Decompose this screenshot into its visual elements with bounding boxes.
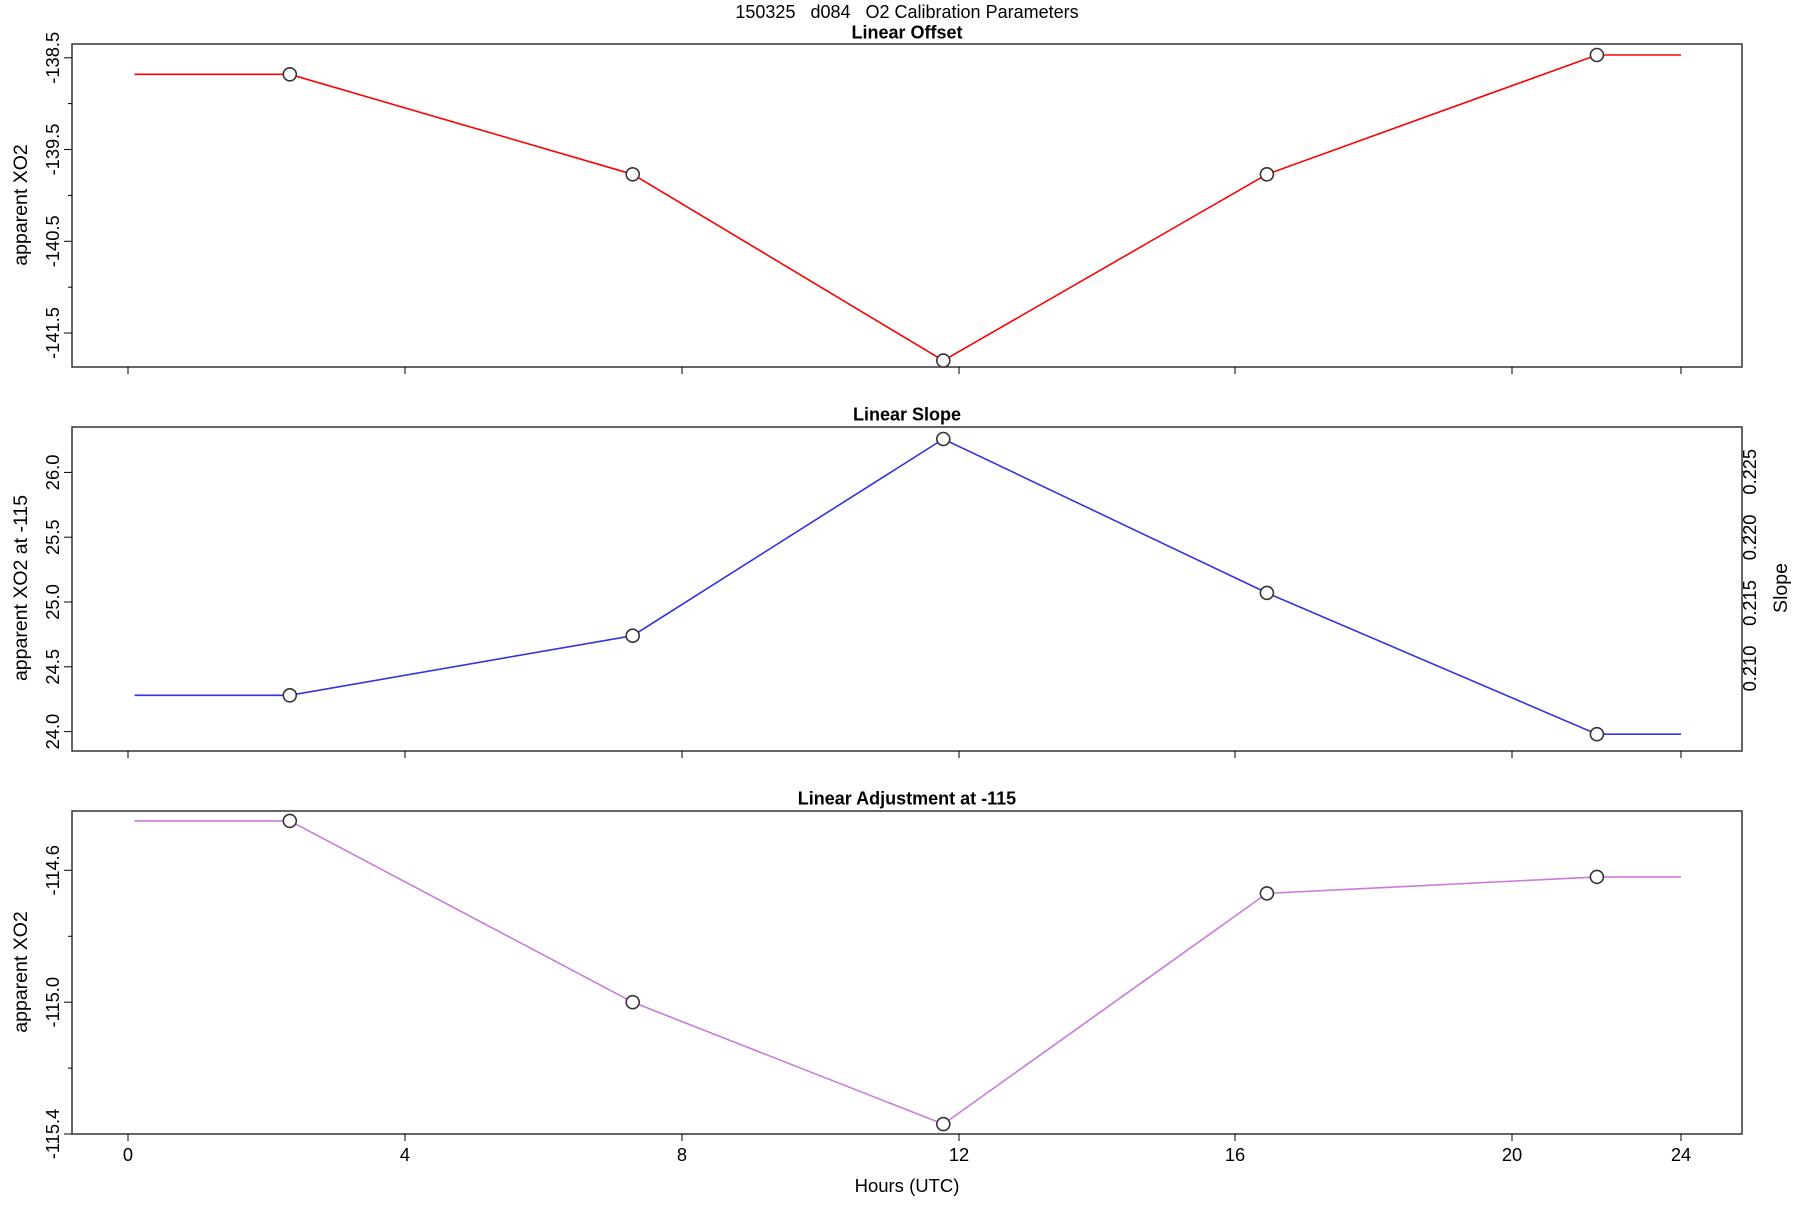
svg-text:-115.4: -115.4 <box>42 1109 63 1159</box>
svg-text:-140.5: -140.5 <box>42 215 63 267</box>
svg-text:-114.6: -114.6 <box>42 845 63 895</box>
svg-text:apparent XO2: apparent XO2 <box>10 911 32 1032</box>
svg-text:Linear Offset: Linear Offset <box>851 23 962 43</box>
svg-text:Linear Slope: Linear Slope <box>853 405 961 425</box>
svg-text:24.5: 24.5 <box>42 649 63 685</box>
svg-text:0.215: 0.215 <box>1739 580 1760 626</box>
svg-text:26.0: 26.0 <box>42 455 63 491</box>
svg-text:20: 20 <box>1502 1144 1522 1165</box>
svg-text:apparent XO2: apparent XO2 <box>10 144 32 265</box>
svg-text:150325 d084 O2 Calibration: 150325 d084 O2 Calibration Parameters <box>735 2 1078 22</box>
svg-text:Hours (UTC): Hours (UTC) <box>855 1175 960 1196</box>
svg-text:0: 0 <box>123 1144 133 1165</box>
svg-text:-115.0: -115.0 <box>42 977 63 1027</box>
svg-text:12: 12 <box>949 1144 969 1165</box>
svg-text:25.5: 25.5 <box>42 519 63 555</box>
svg-text:25.0: 25.0 <box>42 584 63 620</box>
svg-text:-139.5: -139.5 <box>42 124 63 176</box>
svg-text:24: 24 <box>1671 1144 1691 1165</box>
svg-text:0.210: 0.210 <box>1739 646 1760 692</box>
svg-text:24.0: 24.0 <box>42 714 63 750</box>
svg-text:Slope: Slope <box>1770 563 1792 613</box>
svg-text:16: 16 <box>1225 1144 1245 1165</box>
svg-text:Linear Adjustment at -115: Linear Adjustment at -115 <box>798 789 1016 809</box>
svg-text:-141.5: -141.5 <box>42 307 63 359</box>
svg-text:4: 4 <box>400 1144 410 1165</box>
svg-text:-138.5: -138.5 <box>42 32 63 84</box>
svg-text:8: 8 <box>677 1144 687 1165</box>
svg-text:0.225: 0.225 <box>1739 449 1760 495</box>
svg-text:0.220: 0.220 <box>1739 515 1760 561</box>
svg-text:apparent XO2 at -115: apparent XO2 at -115 <box>10 495 32 681</box>
